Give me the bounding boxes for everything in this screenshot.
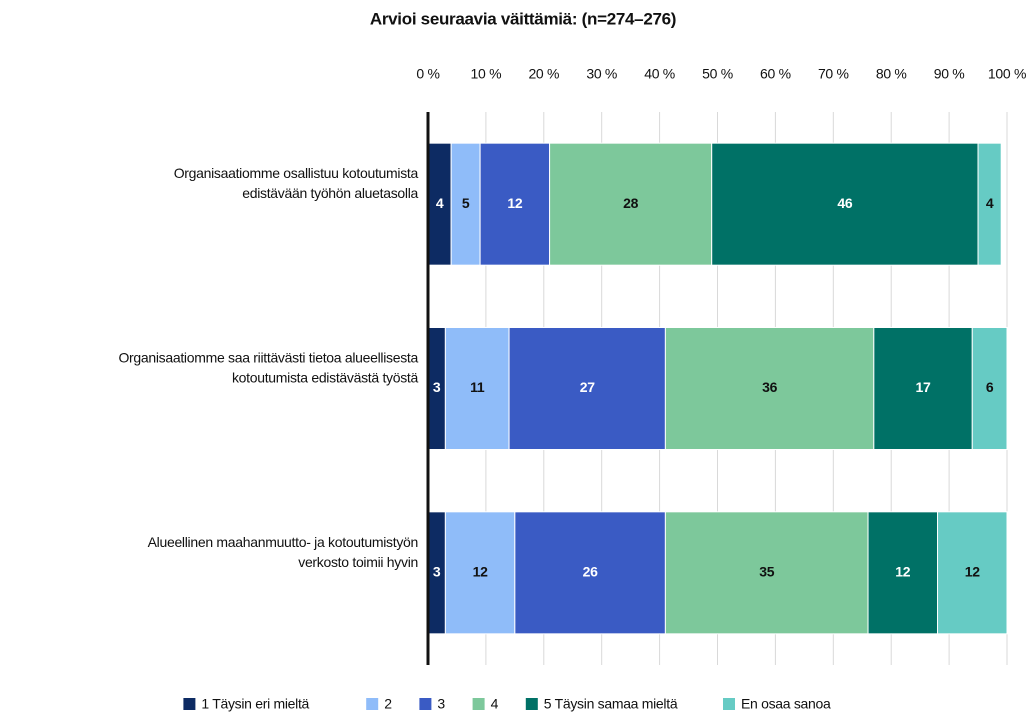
- category-line: kotoutumista edistävästä työstä: [232, 369, 419, 385]
- legend-swatch: [183, 698, 196, 710]
- x-tick-label: 60 %: [760, 66, 791, 82]
- value-label: 4: [986, 195, 994, 211]
- value-label: 28: [623, 195, 638, 211]
- value-label: 17: [916, 379, 931, 395]
- category-line: Organisaatiomme saa riittävästi tietoa a…: [118, 349, 418, 365]
- legend-swatch: [419, 698, 432, 710]
- legend-label: En osaa sanoa: [741, 696, 831, 712]
- chart-title: Arvioi seuraavia väittämiä: (n=274–276): [370, 9, 676, 28]
- category-label: Organisaatiomme saa riittävästi tietoa a…: [118, 349, 418, 385]
- x-tick-label: 10 %: [471, 66, 502, 82]
- value-label: 12: [507, 195, 522, 211]
- bar-segment: [873, 327, 973, 450]
- value-label: 12: [965, 564, 980, 580]
- category-line: Alueellinen maahanmuutto- ja kotoutumist…: [148, 534, 418, 550]
- legend-swatch: [366, 698, 379, 710]
- value-label: 36: [762, 379, 777, 395]
- category-line: edistävään työhön aluetasolla: [242, 185, 418, 201]
- x-tick-label: 0 %: [416, 66, 439, 82]
- legend-swatch: [723, 698, 735, 710]
- x-tick-label: 100 %: [988, 66, 1026, 82]
- x-tick-label: 30 %: [586, 66, 617, 82]
- x-tick-label: 20 %: [528, 66, 559, 82]
- bar-segment: [937, 511, 1008, 635]
- value-label: 3: [433, 564, 441, 580]
- category-label: Organisaatiomme osallistuu kotoutumista e…: [174, 165, 419, 201]
- legend-label: 3: [437, 696, 445, 712]
- legend-swatch: [525, 698, 538, 710]
- bar-segment: [514, 511, 666, 635]
- category-line: Organisaatiomme osallistuu kotoutumista: [174, 165, 419, 181]
- value-label: 27: [580, 379, 595, 395]
- legend-label: 5 Täysin samaa mieltä: [544, 696, 678, 712]
- bar-segment: [664, 511, 869, 635]
- value-label: 26: [583, 564, 598, 580]
- legend-label: 4: [491, 696, 499, 712]
- value-label: 5: [462, 195, 470, 211]
- bar-segment: [867, 511, 939, 635]
- value-label: 4: [436, 195, 444, 211]
- bar-segment: [549, 142, 713, 266]
- x-tick-label: 70 %: [818, 66, 849, 82]
- legend-swatch: [472, 698, 485, 710]
- value-label: 6: [986, 379, 994, 395]
- value-label: 12: [895, 564, 910, 580]
- value-label: 12: [473, 564, 488, 580]
- value-label: 3: [433, 379, 441, 395]
- x-tick-label: 90 %: [934, 66, 965, 82]
- legend-label: 2: [384, 696, 392, 712]
- bar-segment: [508, 327, 666, 450]
- value-label: 46: [837, 195, 852, 211]
- bar-segment: [977, 142, 1002, 266]
- legend-label: 1 Täysin eri mieltä: [201, 696, 309, 712]
- x-tick-label: 80 %: [876, 66, 907, 82]
- value-label: 11: [470, 379, 485, 395]
- bar-segment: [444, 511, 516, 635]
- x-tick-label: 40 %: [644, 66, 675, 82]
- bar-segment: [664, 327, 875, 450]
- category-line: verkosto toimii hyvin: [298, 554, 418, 570]
- bar-segment: [971, 327, 1008, 450]
- x-tick-label: 50 %: [702, 66, 733, 82]
- value-label: 35: [759, 564, 774, 580]
- category-label: Alueellinen maahanmuutto- ja kotoutumist…: [148, 534, 418, 570]
